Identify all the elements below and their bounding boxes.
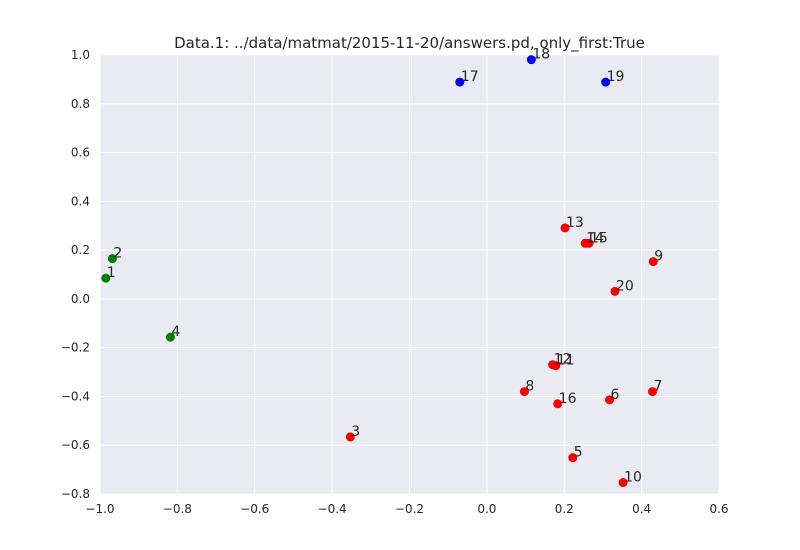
data-point [455,77,465,87]
y-tick-label: 0.0 [71,292,90,306]
data-point [548,360,558,370]
x-tick-label: −1.0 [85,502,114,516]
data-point-label: 4 [171,324,180,340]
data-point [519,387,529,397]
data-point-label: 19 [607,69,625,85]
data-point [648,257,658,267]
data-point-label: 6 [611,387,620,403]
data-point-label: 2 [113,246,122,262]
x-tick-label: −0.8 [163,502,192,516]
data-point [526,55,536,65]
y-tick-label: 1.0 [71,48,90,62]
data-point [618,478,628,488]
x-tick-label: 0.4 [632,502,651,516]
y-tick-label: 0.4 [71,194,90,208]
y-tick-label: −0.8 [61,487,90,501]
x-tick-label: −0.6 [240,502,269,516]
data-point [560,223,570,233]
chart-title: Data.1: ../data/matmat/2015-11-20/answer… [174,34,645,53]
data-point [107,254,117,264]
y-tick-label: 0.8 [71,97,90,111]
data-point-label: 13 [566,215,584,231]
y-tick-label: −0.2 [61,341,90,355]
data-point-label: 17 [461,69,479,85]
data-point-label: 1 [107,265,116,281]
x-tick-label: −0.4 [318,502,347,516]
y-tick-label: −0.4 [61,389,90,403]
y-tick-label: −0.6 [61,438,90,452]
x-tick-label: 0.2 [555,502,574,516]
data-point [101,273,111,283]
data-point [605,395,615,405]
data-point-label: 11 [557,353,575,369]
data-point [647,387,657,397]
data-point-label: 15 [590,230,608,246]
x-axis-tick-labels: −1.0 −0.8 −0.6 −0.4 −0.2 0.0 0.2 0.4 0.6 [85,502,728,516]
data-point [584,238,594,248]
data-point-label: 8 [525,379,534,395]
data-point-label: 20 [616,278,634,294]
data-point-label: 18 [532,47,550,63]
data-point-label: 14 [586,230,604,246]
data-point-label: 3 [351,424,360,440]
data-point-label: 16 [559,391,577,407]
data-point-label: 9 [654,249,663,265]
x-tick-label: −0.2 [395,502,424,516]
data-point [165,332,175,342]
data-point-label: 12 [554,352,572,368]
data-points [101,55,658,488]
grid-lines [99,54,720,495]
data-point-label: 5 [574,445,583,461]
data-point [345,432,355,442]
y-axis-tick-labels: −0.8 −0.6 −0.4 −0.2 0.0 0.2 0.4 0.6 0.8 1.0 [61,48,90,501]
data-point-label: 7 [653,379,662,395]
y-tick-label: 0.2 [71,243,90,257]
y-tick-label: 0.6 [71,146,90,160]
data-point [601,77,611,87]
data-point [553,399,563,409]
data-point [568,453,578,463]
data-point [610,286,620,296]
data-point-label: 10 [624,470,642,486]
x-tick-label: 0.6 [709,502,728,516]
x-tick-label: 0.0 [477,502,496,516]
